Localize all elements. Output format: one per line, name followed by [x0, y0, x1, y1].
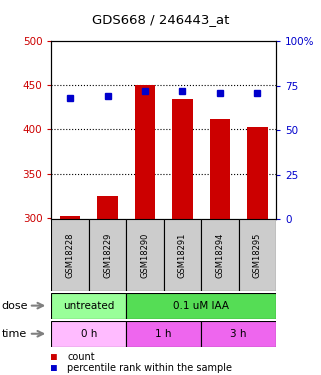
Bar — [164, 219, 201, 291]
Bar — [172, 99, 193, 219]
Bar — [60, 216, 80, 219]
Text: GSM18294: GSM18294 — [215, 232, 224, 278]
Bar — [135, 86, 155, 219]
Text: GSM18229: GSM18229 — [103, 232, 112, 278]
Text: untreated: untreated — [63, 301, 115, 310]
Text: time: time — [2, 329, 27, 339]
Text: GSM18290: GSM18290 — [141, 232, 150, 278]
Text: GSM18291: GSM18291 — [178, 232, 187, 278]
Text: ■: ■ — [51, 352, 57, 362]
Text: 3 h: 3 h — [230, 329, 247, 339]
Text: count: count — [67, 352, 95, 362]
Bar — [247, 127, 268, 219]
Text: ■: ■ — [51, 363, 57, 373]
Bar — [89, 219, 126, 291]
Bar — [51, 292, 126, 319]
Text: 1 h: 1 h — [155, 329, 172, 339]
Text: 0 h: 0 h — [81, 329, 97, 339]
Bar — [201, 219, 239, 291]
Bar — [126, 292, 276, 319]
Text: dose: dose — [2, 301, 28, 310]
Bar — [51, 219, 89, 291]
Text: 0.1 uM IAA: 0.1 uM IAA — [173, 301, 229, 310]
Bar — [126, 219, 164, 291]
Bar — [210, 119, 230, 219]
Bar — [201, 321, 276, 347]
Bar — [239, 219, 276, 291]
Text: percentile rank within the sample: percentile rank within the sample — [67, 363, 232, 373]
Bar — [51, 321, 126, 347]
Bar — [126, 321, 201, 347]
Text: GSM18228: GSM18228 — [65, 232, 74, 278]
Text: GDS668 / 246443_at: GDS668 / 246443_at — [92, 13, 229, 26]
Text: GSM18295: GSM18295 — [253, 232, 262, 278]
Bar — [97, 196, 118, 219]
